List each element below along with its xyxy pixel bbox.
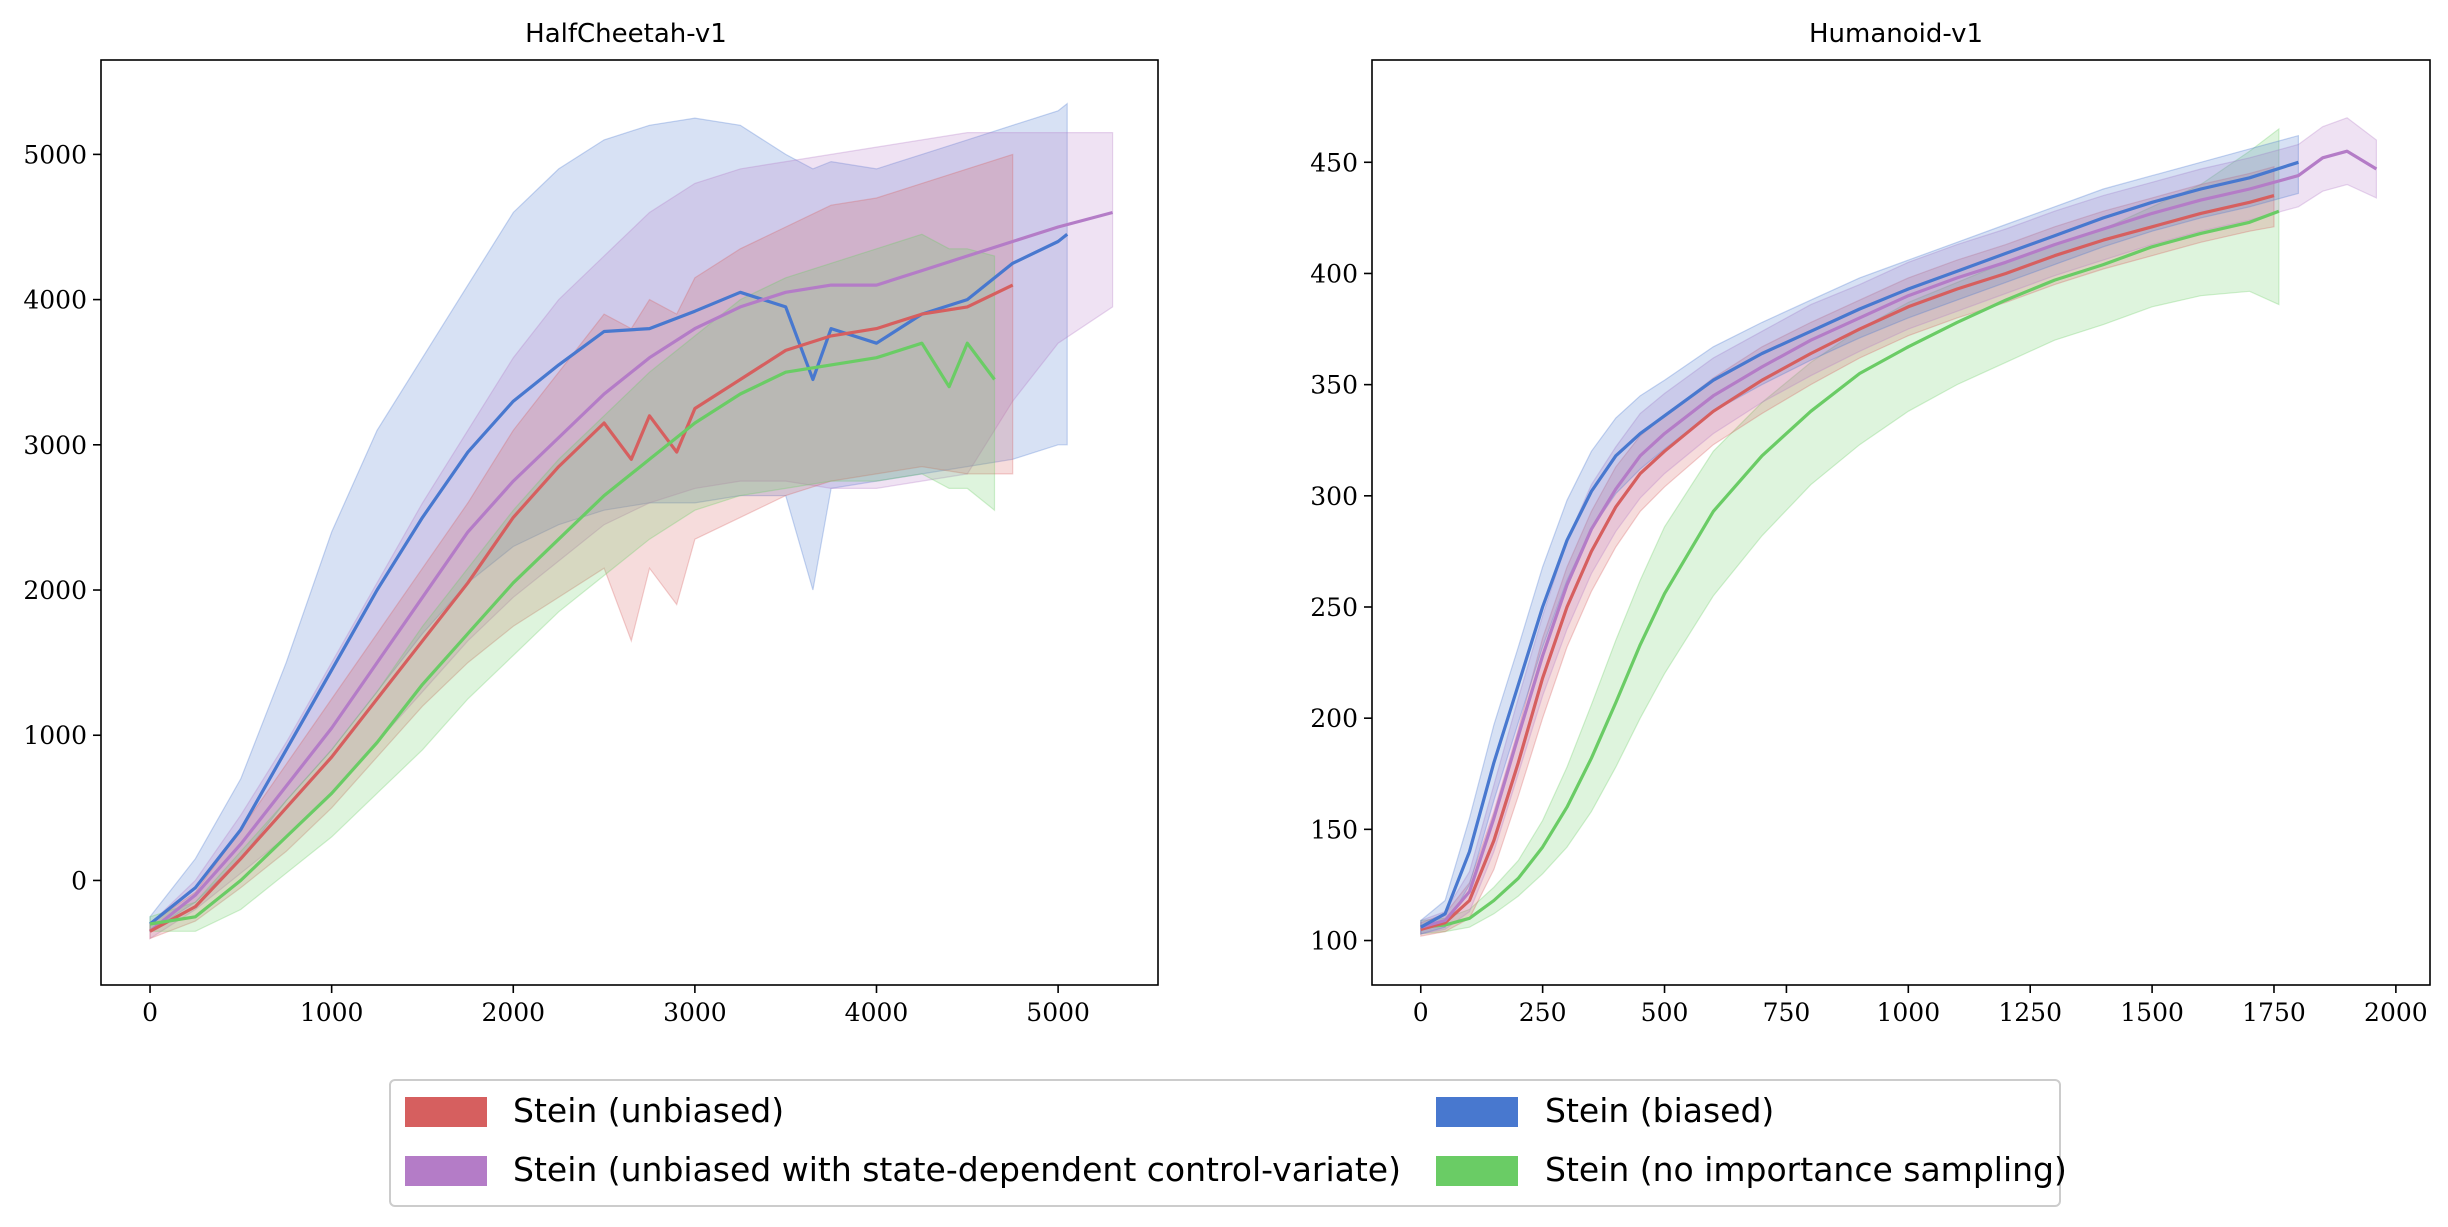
legend-swatch-state-cv [405,1156,487,1186]
humanoid-panel: Humanoid-v1 0 250 500 750 1000 1250 1500 1750 20… [1310,19,2431,1027]
y-tick-label: 250 [1310,593,1358,622]
axes-frame [1371,59,2431,986]
legend-label-state-cv: Stein (unbiased with state-dependent con… [513,1150,1401,1189]
y-tick-label: 150 [1310,815,1358,844]
legend-label-no-is: Stein (no importance sampling) [1545,1150,2067,1189]
x-tick-label: 2000 [481,998,545,1027]
x-tick-label: 5000 [1026,998,1090,1027]
x-tick-label: 1250 [1998,998,2062,1027]
x-tick-label: 4000 [845,998,909,1027]
plot-area [149,102,1114,940]
band-no-is [149,233,996,932]
x-tick-label: 2000 [2364,998,2428,1027]
band-state-cv [1420,117,2377,935]
x-tick-label: 1000 [300,998,364,1027]
line-biased [149,233,1069,926]
humanoid-title: Humanoid-v1 [1809,19,1983,49]
y-tick-label: 450 [1310,148,1358,177]
y-tick-label: 200 [1310,704,1358,733]
x-tick-label: 500 [1641,998,1689,1027]
x-tick-label: 1000 [1877,998,1941,1027]
y-tick-label: 3000 [23,431,87,460]
line-state-cv [1420,149,2378,929]
legend-frame [389,1079,2061,1207]
legend: Stein (unbiased) Stein (unbiased with st… [389,1079,2067,1207]
plot-area [1420,117,2378,937]
legend-swatch-unbiased [405,1097,487,1127]
y-tick-label: 2000 [23,576,87,605]
y-tick-label: 1000 [23,721,87,750]
y-tick-label: 350 [1310,371,1358,400]
y-tick-label: 4000 [23,286,87,315]
band-unbiased [149,153,1014,940]
line-unbiased [1420,194,2275,931]
y-tick-label: 300 [1310,482,1358,511]
y-tick-label: 400 [1310,259,1358,288]
halfcheetah-title: HalfCheetah-v1 [525,19,727,49]
axes-frame [100,59,1159,986]
line-state-cv [149,210,1114,933]
legend-label-unbiased: Stein (unbiased) [513,1091,784,1130]
line-no-is [149,341,996,926]
x-tick-label: 1500 [2120,998,2184,1027]
x-tick-label: 3000 [663,998,727,1027]
legend-swatch-biased [1436,1097,1518,1127]
line-no-is [1420,209,2280,929]
x-tick-label: 250 [1519,998,1567,1027]
y-tick-label: 5000 [23,140,87,169]
legend-label-biased: Stein (biased) [1545,1091,1774,1130]
halfcheetah-panel: HalfCheetah-v1 0 1000 2000 3000 4000 5000 0 100… [23,19,1159,1027]
x-tick-label: 1750 [2242,998,2306,1027]
line-unbiased [149,283,1014,933]
y-tick-label: 100 [1310,927,1358,956]
line-biased [1420,160,2299,929]
band-no-is [1420,127,2280,935]
legend-swatch-no-is [1436,1156,1518,1186]
x-tick-label: 750 [1763,998,1811,1027]
x-tick-label: 0 [142,998,158,1027]
x-tick-label: 0 [1413,998,1429,1027]
y-tick-label: 0 [71,866,87,895]
band-state-cv [149,132,1114,940]
